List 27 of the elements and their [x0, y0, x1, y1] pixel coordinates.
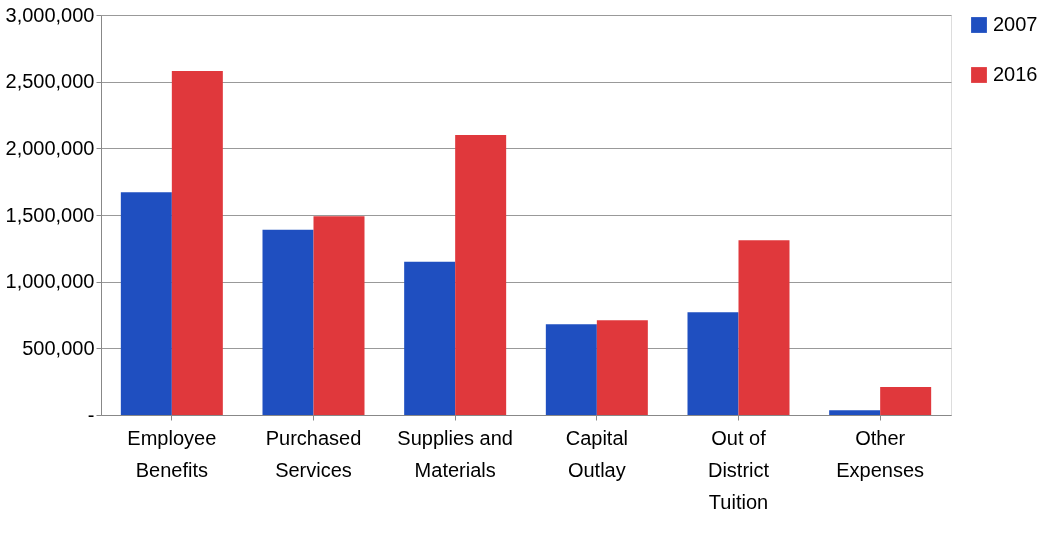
bar	[404, 261, 456, 415]
x-tick-label: Other Expenses	[836, 426, 925, 481]
y-tick-label: 3,000,000	[5, 3, 95, 26]
legend-label: 2007	[993, 13, 1038, 35]
x-tick-label: Purchased Services	[265, 426, 362, 481]
bar	[313, 216, 365, 415]
y-tick-label: 2,500,000	[5, 70, 95, 93]
bar	[738, 240, 790, 415]
bar	[687, 312, 739, 415]
y-tick-label: 1,500,000	[5, 203, 95, 226]
legend-label: 2016	[993, 63, 1038, 85]
y-tick-label: 1,000,000	[5, 270, 95, 293]
y-tick-label: 2,000,000	[5, 136, 95, 159]
bar	[455, 135, 507, 415]
y-tick-label: 500,000	[22, 336, 95, 359]
x-tick-label: Employee Benefits	[127, 426, 217, 481]
bar	[262, 229, 314, 415]
bar	[545, 324, 597, 415]
y-tick-label: -	[87, 403, 95, 426]
bar	[171, 71, 223, 415]
bar	[880, 387, 932, 415]
x-tick-label: Capital Outlay	[565, 426, 628, 481]
bar	[120, 192, 172, 415]
x-tick-label: Supplies and Materials	[397, 426, 513, 481]
x-tick-label: Out of District Tuition	[707, 426, 770, 513]
bar	[596, 320, 648, 415]
bar	[829, 410, 881, 415]
